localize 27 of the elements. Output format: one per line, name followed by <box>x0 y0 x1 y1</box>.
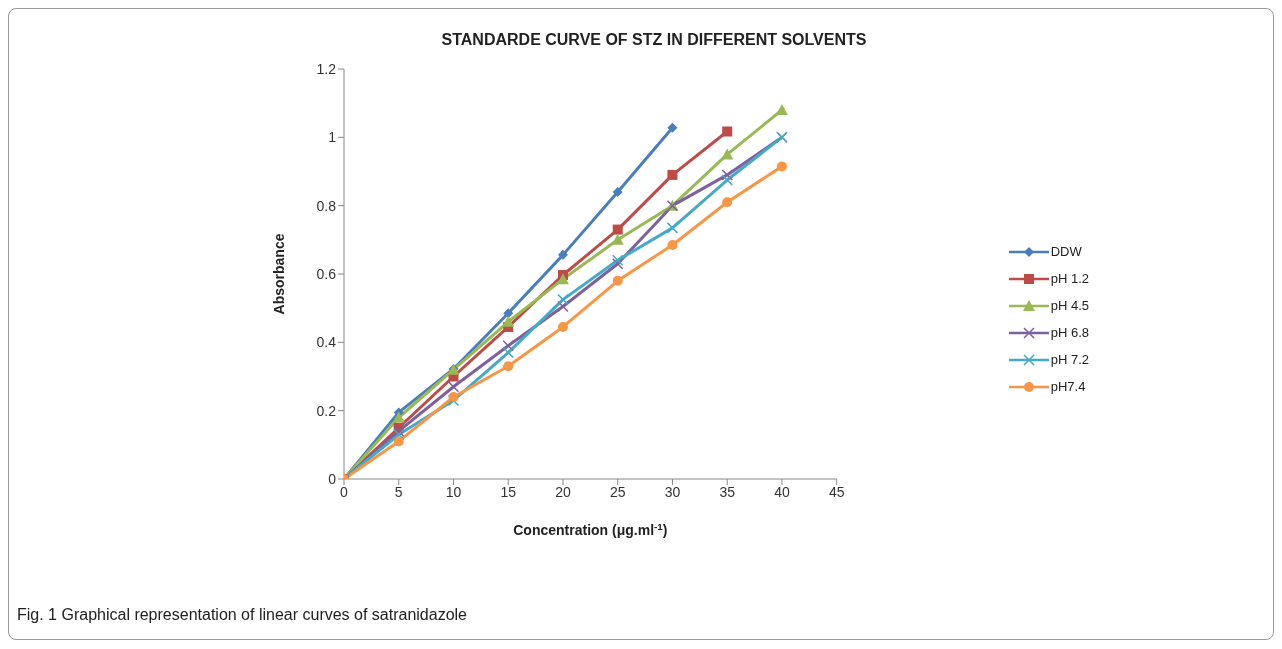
y-tick-label: 0.6 <box>316 265 337 282</box>
x-tick-label: 10 <box>445 483 462 500</box>
x-tick-label: 15 <box>500 483 517 500</box>
y-tick-label: 0.2 <box>316 402 337 419</box>
x-axis-title: Concentration (μg.ml$^{-1}$) <box>513 520 668 538</box>
x-tick-label: 35 <box>719 483 736 500</box>
x-tick-label: 5 <box>394 483 403 500</box>
x-tick-label: 45 <box>828 483 845 500</box>
chart-title: STANDARDE CURVE OF STZ IN DIFFERENT SOLVENTS <box>440 31 868 49</box>
x-tick-label: 25 <box>609 483 626 500</box>
x-tick-label: 40 <box>774 483 790 500</box>
x-tick-label: 30 <box>664 483 681 500</box>
y-tick-label: 1.2 <box>316 60 337 77</box>
y-tick-label: 0.4 <box>316 334 337 351</box>
caption: Fig. 1 Graphical representation of linear curves of satranidazole <box>17 606 468 624</box>
legend-label: pH 7.2 <box>1050 352 1089 367</box>
x-tick-label: 20 <box>555 483 571 500</box>
x-tick-label: 0 <box>340 483 349 500</box>
legend-label: pH 6.8 <box>1050 325 1089 340</box>
legend-label: pH 4.5 <box>1050 298 1089 313</box>
y-tick-label: 1 <box>328 129 337 146</box>
legend-label: DDW <box>1050 244 1082 259</box>
y-tick-label: 0.8 <box>316 197 337 214</box>
y-axis-title: Absorbance <box>270 233 287 315</box>
y-tick-label: 0 <box>328 470 337 487</box>
legend-label: pH7.4 <box>1050 379 1086 394</box>
legend-label: pH 1.2 <box>1050 271 1089 286</box>
